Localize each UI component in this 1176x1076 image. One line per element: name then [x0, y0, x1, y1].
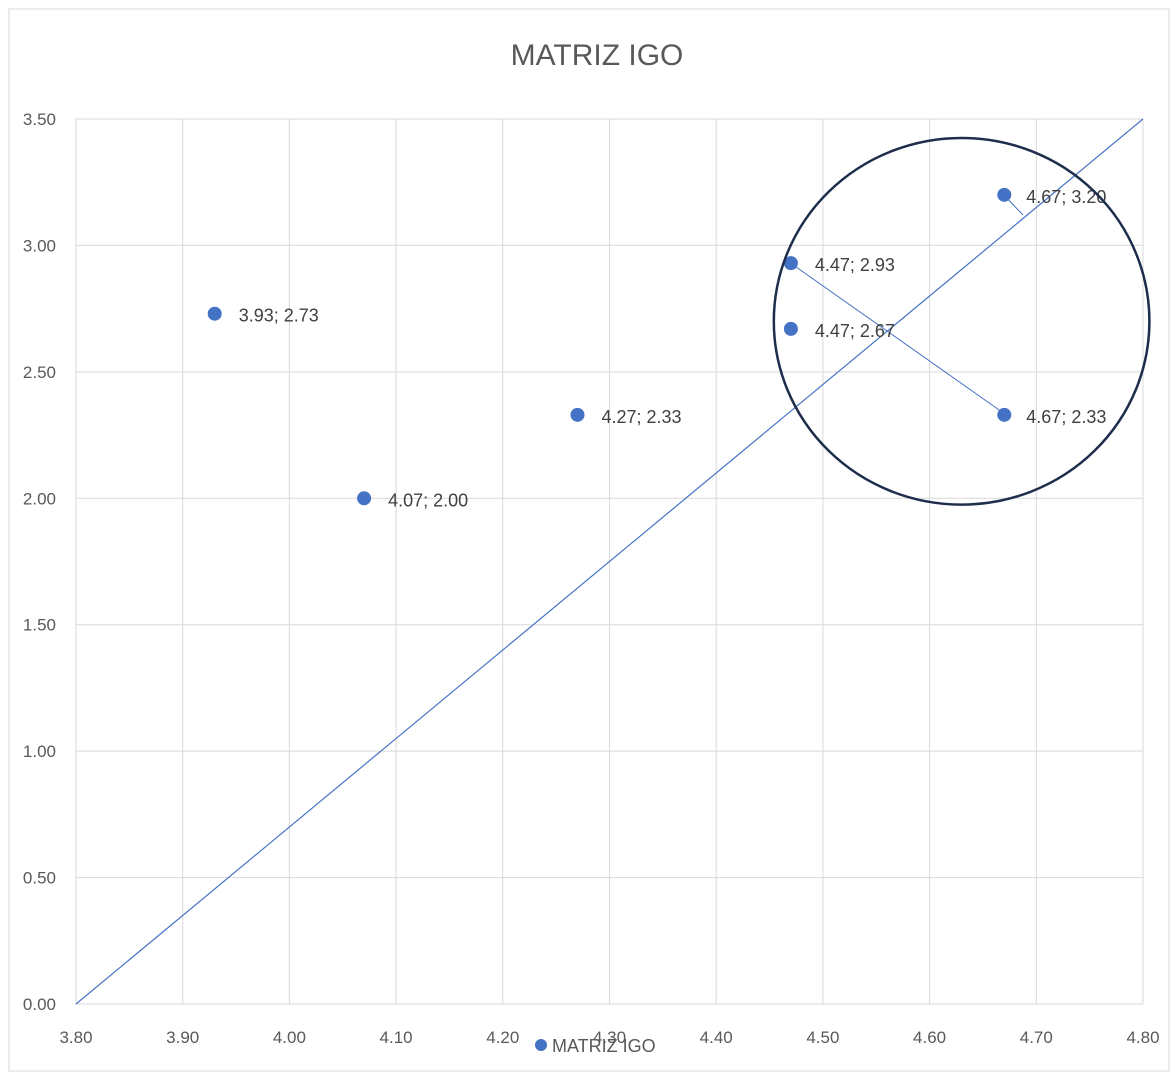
- data-points: [207, 187, 1012, 506]
- legend: MATRIZ IGO: [535, 1036, 656, 1056]
- data-point: [783, 256, 798, 271]
- reference-line: [75, 118, 1144, 1005]
- legend-marker-icon: [535, 1039, 547, 1051]
- x-tick-label: 4.60: [913, 1028, 946, 1047]
- x-tick-label: 4.30: [593, 1028, 626, 1047]
- gridlines: [75, 118, 1144, 1005]
- data-labels: 3.93; 2.73 4.07; 2.00 4.27; 2.33 4.47; 2.93…: [239, 187, 1107, 510]
- data-point: [207, 306, 222, 321]
- highlight-group: [772, 136, 1151, 506]
- x-tick-label: 4.10: [380, 1028, 413, 1047]
- reference-line-group: [75, 118, 1144, 1005]
- data-point: [357, 491, 372, 506]
- x-tick-label: 3.80: [59, 1028, 92, 1047]
- y-tick-label: 2.50: [23, 363, 56, 382]
- x-tick-label: 4.40: [700, 1028, 733, 1047]
- data-label: 4.47; 2.93: [815, 255, 895, 275]
- x-tick-label: 4.00: [273, 1028, 306, 1047]
- data-point: [997, 407, 1012, 422]
- y-tick-label: 0.00: [23, 995, 56, 1014]
- data-point: [783, 321, 798, 336]
- y-tick-label: 0.50: [23, 869, 56, 888]
- legend-label: MATRIZ IGO: [552, 1036, 656, 1056]
- data-label: 4.67; 3.20: [1026, 187, 1106, 207]
- y-tick-label: 3.00: [23, 236, 56, 255]
- data-point: [570, 407, 585, 422]
- data-label: 4.27; 2.33: [601, 407, 681, 427]
- data-label: 3.93; 2.73: [239, 306, 319, 326]
- highlight-circle: [772, 136, 1151, 506]
- data-label: 4.47; 2.67: [815, 321, 895, 341]
- x-tick-label: 4.20: [486, 1028, 519, 1047]
- axis-tick-labels: 3.80 3.90 4.00 4.10 4.20 4.30 4.40 4.50 4.60 4.70…: [23, 110, 1160, 1047]
- y-tick-label: 1.50: [23, 616, 56, 635]
- data-label: 4.07; 2.00: [388, 490, 468, 510]
- data-label: 4.67; 2.33: [1026, 407, 1106, 427]
- chart-border: [8, 8, 1170, 1072]
- data-point: [997, 187, 1012, 202]
- y-tick-label: 3.50: [23, 110, 56, 129]
- chart-title: MATRIZ IGO: [511, 39, 684, 72]
- x-tick-label: 3.90: [166, 1028, 199, 1047]
- y-tick-label: 1.00: [23, 742, 56, 761]
- x-tick-label: 4.70: [1020, 1028, 1053, 1047]
- leader-line: [788, 261, 1003, 413]
- x-tick-label: 4.50: [806, 1028, 839, 1047]
- y-tick-label: 2.00: [23, 489, 56, 508]
- x-tick-label: 4.80: [1126, 1028, 1159, 1047]
